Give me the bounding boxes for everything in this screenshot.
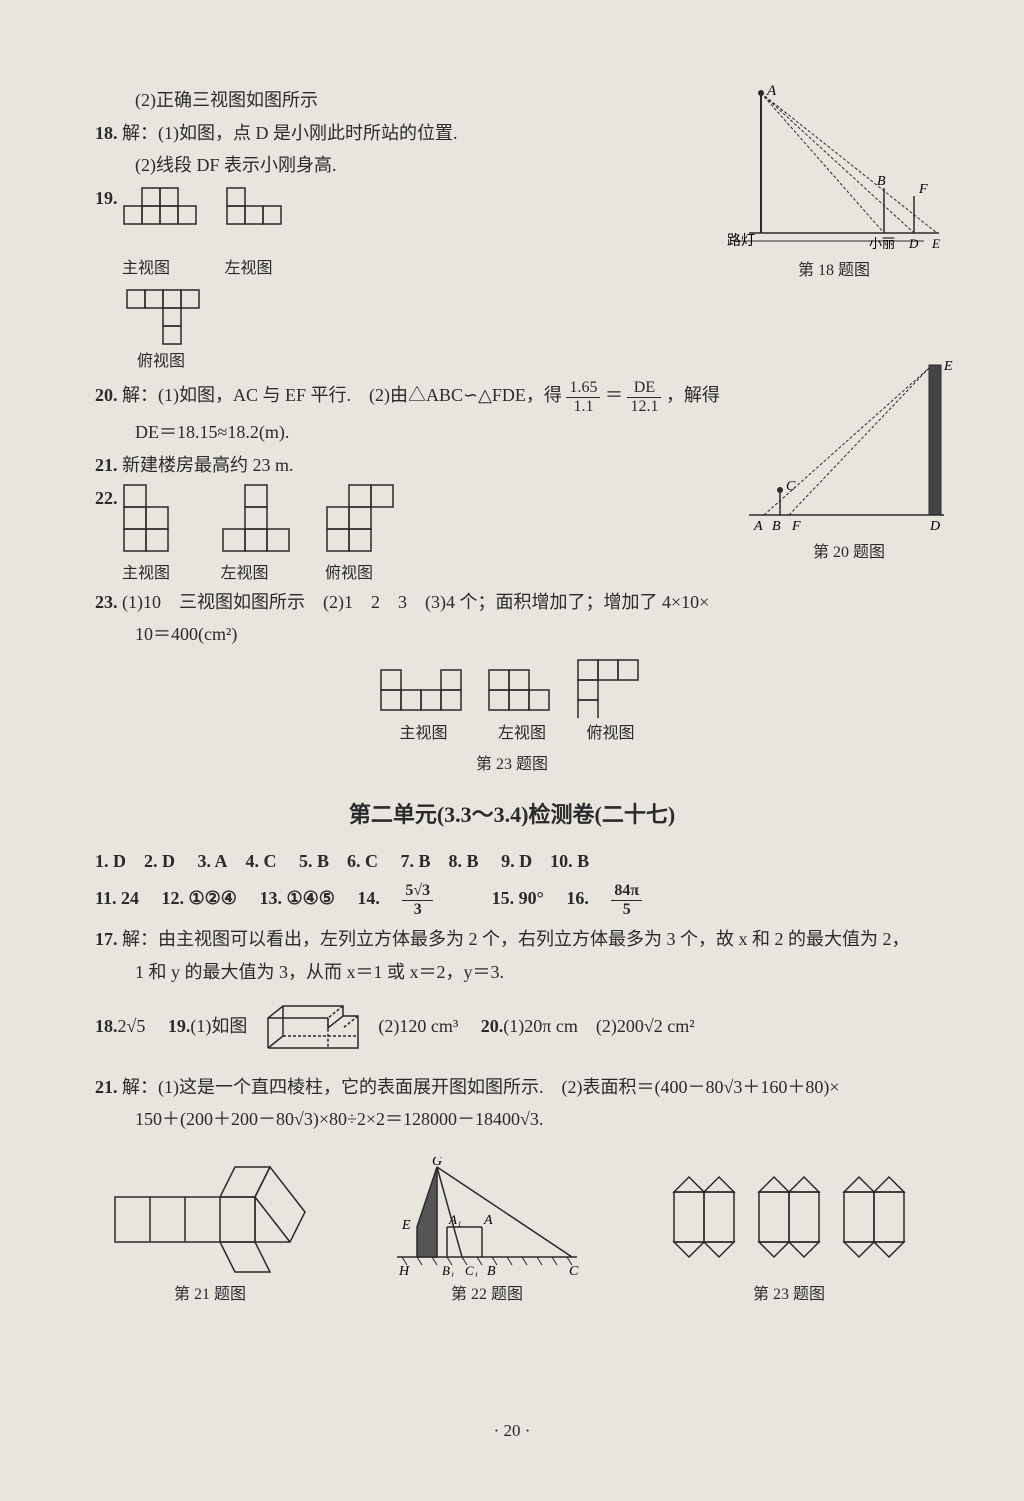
- bottom-figures: 第 21 题图: [95, 1157, 929, 1308]
- q20-fig-caption: 第 20 题图: [744, 539, 954, 566]
- q19-top-view: [125, 288, 205, 346]
- q20-figure: E A B F D C 第 20 题图: [744, 360, 954, 566]
- mc-answers: 1. D2. D 3. A4. C 5. B6. C 7. B8. B 9. D…: [95, 846, 929, 877]
- q17b-line2: 1 和 y 的最大值为 3，从而 x＝1 或 x＝2，y＝3.: [95, 957, 929, 988]
- page-content: A B F D E 路灯 小丽 第 18 题图 (2)正确三视图如图所示 18.…: [95, 85, 929, 1308]
- q22-main: [122, 483, 192, 558]
- svg-text:A₁: A₁: [448, 1212, 461, 1227]
- svg-text:A: A: [766, 83, 777, 99]
- q23-line1: 23. (1)10 三视图如图所示 (2)1 2 3 (3)4 个；面积增加了；…: [95, 587, 929, 618]
- svg-text:D: D: [929, 519, 940, 534]
- svg-text:小丽: 小丽: [869, 236, 895, 251]
- svg-text:B: B: [487, 1264, 496, 1277]
- svg-text:H: H: [398, 1264, 410, 1277]
- svg-text:B: B: [877, 174, 886, 189]
- svg-text:F: F: [918, 182, 928, 197]
- q18-diagram: A B F D E 路灯 小丽: [719, 83, 949, 253]
- svg-text:E: E: [943, 360, 953, 374]
- q18-figure: A B F D E 路灯 小丽 第 18 题图: [719, 83, 949, 284]
- fill-answers: 11. 24 12. ①②④ 13. ①④⑤ 14. 5√33 15. 90° …: [95, 882, 929, 918]
- svg-text:G: G: [432, 1157, 442, 1169]
- q23-line2: 10＝400(cm²): [95, 619, 929, 650]
- q19-main-view: [122, 183, 202, 253]
- svg-text:E: E: [931, 236, 940, 251]
- q18b-19b-20b: 18.2√5 19.(1)如图 (2)120 cm³ 20.(1)20π cm …: [95, 998, 929, 1058]
- svg-text:F: F: [791, 519, 801, 534]
- svg-text:A: A: [483, 1213, 493, 1228]
- section-title: 第二单元(3.3～3.4)检测卷(二十七): [95, 796, 929, 833]
- q23-top: [576, 658, 646, 718]
- q22-top: [325, 483, 401, 558]
- svg-text:A: A: [753, 519, 763, 534]
- q19-left-view: [225, 183, 287, 253]
- svg-text:C₁: C₁: [465, 1263, 478, 1277]
- svg-text:D: D: [908, 236, 919, 251]
- svg-text:E: E: [401, 1218, 411, 1233]
- q17b-line1: 17. 解：由主视图可以看出，左列立方体最多为 2 个，右列立方体最多为 3 个…: [95, 924, 929, 955]
- q23-left: [487, 658, 557, 718]
- q19b-solid: [258, 998, 368, 1058]
- q20-diagram: E A B F D C: [744, 360, 954, 535]
- page-number: · 20 ·: [0, 1417, 1024, 1446]
- svg-text:路灯: 路灯: [727, 233, 755, 249]
- q21b-fig: 第 21 题图: [105, 1157, 315, 1308]
- q23-main: [379, 658, 469, 718]
- q21b-line2: 150＋(200＋200－80√3)×80÷2×2＝128000－18400√3…: [95, 1104, 929, 1135]
- q18-fig-caption: 第 18 题图: [719, 257, 949, 284]
- q22b-fig: G E A₁ A H B₁ C₁ B C 第 22 题图: [387, 1157, 587, 1308]
- svg-text:B: B: [772, 519, 781, 534]
- svg-text:C: C: [786, 479, 796, 494]
- q22-left: [221, 483, 297, 558]
- svg-text:C: C: [569, 1264, 579, 1277]
- q23-figures: 主视图 左视图 俯视图 第 23 题图: [95, 658, 929, 778]
- q23b-fig: 第 23 题图: [659, 1157, 919, 1308]
- q21b-line1: 21. 解：(1)这是一个直四棱柱，它的表面展开图如图所示. (2)表面积＝(4…: [95, 1072, 929, 1103]
- svg-text:B₁: B₁: [442, 1263, 454, 1277]
